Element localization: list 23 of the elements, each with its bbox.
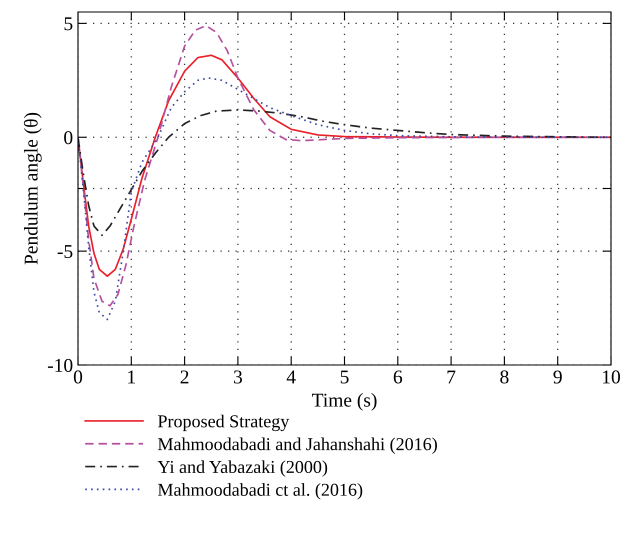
line-series	[78, 109, 611, 236]
x-tick-label: 3	[234, 370, 242, 384]
legend-label: Proposed Strategy	[158, 414, 290, 432]
x-tick-label: 0	[74, 370, 82, 384]
y-axis-title: Pendulum angle (θ)	[24, 112, 42, 264]
x-tick-label: 2	[180, 370, 188, 384]
y-tick-label: 5	[64, 17, 72, 30]
y-tick-label: -10	[48, 358, 72, 372]
line-series	[78, 54, 611, 278]
x-tick-label: 8	[500, 370, 509, 384]
x-tick-label: 1	[128, 370, 135, 384]
legend-label: Yi and Yabazaki (2000)	[158, 460, 328, 477]
x-tick-label: 5	[340, 370, 349, 384]
x-tick-label: 7	[448, 370, 456, 384]
y-tick-label: 0	[64, 131, 72, 144]
x-axis-title: Time (s)	[312, 393, 377, 411]
x-tick-label: 10	[602, 370, 620, 384]
x-tick-label: 6	[394, 370, 402, 384]
x-tick-label: 9	[553, 370, 562, 384]
legend-label: Mahmoodabadi and Jahanshahi (2016)	[158, 438, 437, 454]
y-tick-label: -5	[58, 245, 72, 258]
legend-label: Mahmoodabadi ct al. (2016)	[158, 483, 362, 500]
x-tick-label: 4	[286, 370, 296, 384]
